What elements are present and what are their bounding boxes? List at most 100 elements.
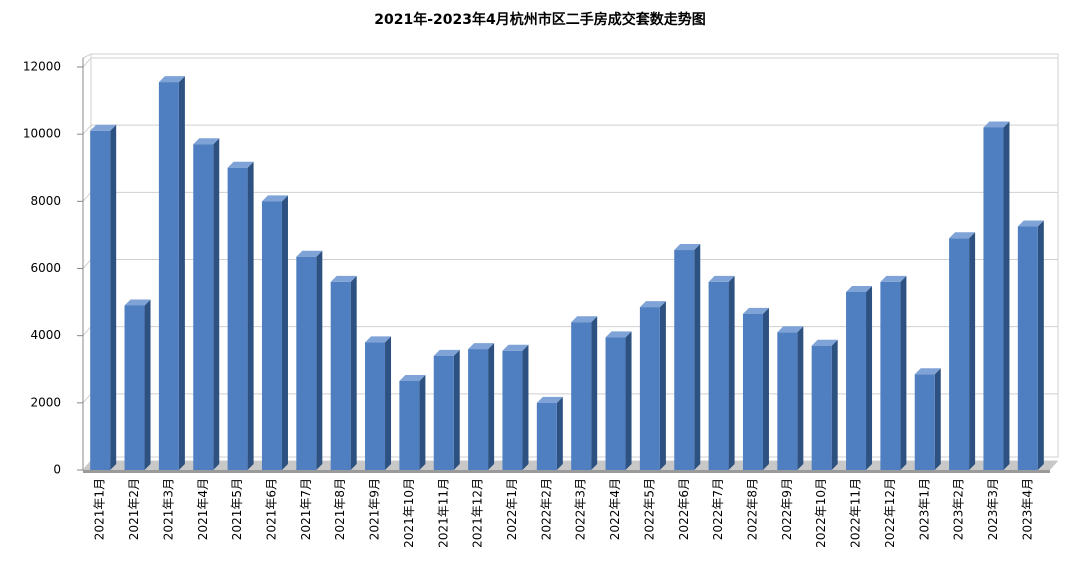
x-tick-label: 2022年12月: [883, 478, 897, 548]
bar-top: [777, 326, 804, 333]
bar-side: [1037, 220, 1044, 470]
x-tick-label: 2022年5月: [642, 478, 656, 540]
x-tick-label: 2021年2月: [127, 478, 141, 540]
bar: [261, 201, 282, 471]
bar: [330, 281, 351, 470]
y-tick-label: 2000: [30, 395, 61, 409]
plot-wall: [82, 53, 92, 472]
bar-side: [419, 375, 426, 470]
bar-side: [831, 339, 838, 470]
bar-side: [762, 307, 769, 470]
x-tick-label: 2022年8月: [745, 478, 759, 540]
bar-top: [227, 161, 254, 168]
x-tick-label: 2021年9月: [368, 478, 382, 540]
bar: [296, 256, 317, 470]
bar-top: [846, 286, 873, 293]
bar-top: [399, 375, 426, 382]
x-tick-label: 2022年11月: [849, 478, 863, 548]
bar-side: [866, 286, 873, 470]
bar-side: [144, 299, 151, 470]
grid-line: [82, 124, 1058, 135]
bar-top: [124, 299, 151, 306]
x-tick-label: 2023年4月: [1020, 478, 1034, 540]
bar: [708, 281, 729, 470]
bar: [742, 313, 763, 470]
bar-side: [385, 336, 392, 470]
bar-side: [900, 275, 907, 470]
bar-side: [556, 396, 563, 470]
x-tick-label: 2021年5月: [230, 478, 244, 540]
bar-side: [453, 349, 460, 470]
bar-top: [468, 343, 495, 350]
bar: [502, 350, 523, 470]
bar-top: [708, 275, 735, 282]
bar-top: [639, 301, 666, 308]
x-tick-label: 2023年3月: [986, 478, 1000, 540]
bar-top: [193, 138, 220, 145]
x-tick-label: 2023年2月: [952, 478, 966, 540]
y-tick-label: 12000: [23, 60, 61, 74]
bar: [811, 345, 832, 470]
bar: [777, 332, 798, 470]
bar: [571, 322, 592, 470]
x-tick-label: 2021年3月: [161, 478, 175, 540]
bar: [605, 337, 626, 470]
bar-top: [365, 336, 392, 343]
bar-top: [880, 275, 907, 282]
y-tick-label: 10000: [23, 127, 61, 141]
bar-side: [797, 326, 804, 470]
bar-side: [178, 76, 185, 471]
bar-top: [330, 275, 357, 282]
bar-top: [605, 331, 632, 338]
chart-title: 2021年-2023年4月杭州市区二手房成交套数走势图: [374, 11, 705, 28]
bar-side: [488, 343, 495, 470]
x-tick-label: 2021年1月: [93, 478, 107, 540]
bar-side: [934, 368, 941, 470]
bar-side: [1003, 121, 1010, 470]
bar-side: [247, 161, 254, 470]
bar-top: [742, 307, 769, 314]
x-tick-label: 2021年8月: [333, 478, 347, 540]
bar-top: [158, 76, 185, 83]
bar-side: [316, 250, 323, 470]
bar: [158, 82, 179, 471]
bar-side: [625, 331, 632, 470]
x-tick-label: 2022年10月: [814, 478, 828, 548]
bar: [674, 250, 695, 470]
bar: [846, 292, 867, 470]
bar-side: [213, 138, 220, 470]
bar-top: [983, 121, 1010, 128]
y-tick-label: 8000: [30, 194, 61, 208]
floor-edge: [83, 470, 1050, 473]
x-tick-label: 2022年1月: [505, 478, 519, 540]
y-tick-label: 0: [53, 463, 61, 477]
bar-top: [914, 368, 941, 375]
bar-side: [591, 316, 598, 470]
x-tick-label: 2022年4月: [608, 478, 622, 540]
x-tick-label: 2022年6月: [677, 478, 691, 540]
y-tick-label: 4000: [30, 328, 61, 342]
bar: [914, 374, 935, 470]
bar-top: [571, 316, 598, 323]
bar-side: [350, 275, 357, 470]
bar-top: [811, 339, 838, 346]
x-tick-label: 2021年12月: [471, 478, 485, 548]
bar-top: [261, 195, 288, 202]
bar: [536, 402, 557, 470]
bar-top: [502, 344, 529, 351]
x-tick-label: 2021年11月: [436, 478, 450, 548]
bar-side: [694, 244, 701, 470]
x-tick-label: 2021年7月: [299, 478, 313, 540]
bar-side: [728, 275, 735, 470]
x-tick-label: 2022年9月: [780, 478, 794, 540]
bar: [90, 130, 111, 470]
bar-side: [110, 124, 117, 470]
x-tick-label: 2021年10月: [402, 478, 416, 548]
x-tick-label: 2022年3月: [574, 478, 588, 540]
bar-side: [659, 301, 666, 470]
bar: [983, 127, 1004, 470]
bar: [639, 307, 660, 470]
bar: [227, 167, 248, 470]
bar: [124, 305, 145, 470]
